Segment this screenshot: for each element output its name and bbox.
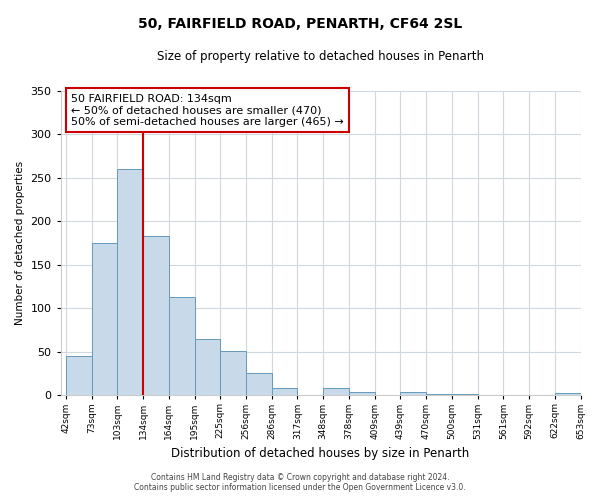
X-axis label: Distribution of detached houses by size in Penarth: Distribution of detached houses by size … xyxy=(172,447,470,460)
Bar xyxy=(92,243,118,396)
Y-axis label: Number of detached properties: Number of detached properties xyxy=(15,161,25,325)
Bar xyxy=(143,236,169,396)
Bar xyxy=(194,338,220,396)
Bar xyxy=(220,351,246,396)
Bar xyxy=(400,392,426,396)
Bar xyxy=(66,356,92,396)
Bar xyxy=(169,297,194,396)
Bar xyxy=(452,394,478,396)
Bar xyxy=(246,372,272,396)
Bar xyxy=(272,388,298,396)
Bar xyxy=(555,392,581,396)
Title: Size of property relative to detached houses in Penarth: Size of property relative to detached ho… xyxy=(157,50,484,63)
Bar xyxy=(426,394,452,396)
Bar xyxy=(349,392,374,396)
Bar xyxy=(323,388,349,396)
Text: Contains HM Land Registry data © Crown copyright and database right 2024.
Contai: Contains HM Land Registry data © Crown c… xyxy=(134,473,466,492)
Text: 50 FAIRFIELD ROAD: 134sqm
← 50% of detached houses are smaller (470)
50% of semi: 50 FAIRFIELD ROAD: 134sqm ← 50% of detac… xyxy=(71,94,344,127)
Text: 50, FAIRFIELD ROAD, PENARTH, CF64 2SL: 50, FAIRFIELD ROAD, PENARTH, CF64 2SL xyxy=(138,18,462,32)
Bar xyxy=(118,169,143,396)
